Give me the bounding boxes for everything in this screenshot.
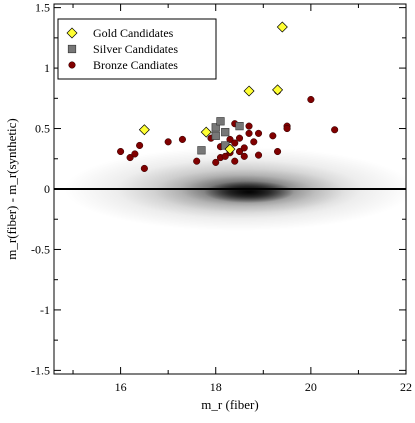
circle-point (254, 151, 263, 159)
diamond-point (276, 21, 288, 33)
circle-point (226, 135, 234, 143)
circle-point (140, 164, 148, 172)
diamond-point (224, 143, 236, 155)
legend-label: Bronze Candiates (93, 58, 178, 72)
diamond-point (243, 85, 255, 97)
circle-point (240, 152, 248, 160)
legend-marker-square (67, 44, 77, 54)
y-tick-label: 0.5 (35, 122, 50, 136)
circle-point (212, 158, 220, 166)
circle-point (245, 122, 253, 130)
y-tick-label: -1.5 (31, 363, 50, 377)
circle-point (254, 129, 263, 137)
circle-point (274, 147, 282, 156)
tick-labels: 16 18 20 22 -1.5 -1 -0.5 0 0.5 1 1.5 (31, 1, 412, 394)
square-point (235, 122, 244, 131)
circle-point (231, 139, 239, 147)
density-core (204, 181, 295, 203)
series-square (197, 117, 244, 155)
square-point (197, 146, 206, 155)
circle-point (136, 141, 144, 150)
y-tick-label: -0.5 (31, 242, 50, 256)
x-tick-label: 22 (400, 380, 412, 394)
circle-point (221, 152, 229, 160)
diamond-point (200, 126, 212, 138)
circle-point (245, 129, 253, 137)
circle-point (250, 138, 258, 146)
diamond-point (272, 84, 284, 96)
plot-frame (53, 3, 407, 375)
y-axis-label: m_r(fiber) - m_r(synthetic) (4, 118, 19, 260)
circle-point (164, 138, 172, 146)
diamond-point (138, 124, 150, 136)
y-tick-label: 0 (44, 182, 50, 196)
x-tick-label: 18 (210, 380, 222, 394)
circle-point (307, 95, 315, 104)
legend-marker-diamond (66, 27, 78, 39)
circle-point (178, 135, 186, 143)
circle-point (117, 147, 125, 156)
legend-marker-circle (68, 61, 76, 69)
x-tick-label: 16 (115, 380, 127, 394)
legend: Gold Candidates Silver Candidates Bronze C… (57, 18, 217, 80)
square-point (216, 117, 225, 126)
legend-box (57, 18, 217, 80)
circle-point (231, 157, 239, 165)
y-tick-label: 1.5 (35, 1, 50, 15)
square-point (211, 123, 220, 132)
y-tick-label: -1 (40, 303, 50, 317)
y-tick-label: 1 (44, 61, 50, 75)
circle-point (235, 134, 244, 142)
circle-point (193, 157, 201, 165)
circle-point (240, 144, 248, 152)
circle-point (331, 126, 339, 134)
series-diamond (138, 21, 288, 155)
x-tick-label: 20 (305, 380, 317, 394)
circle-point (235, 147, 244, 156)
legend-label: Silver Candidates (93, 42, 178, 56)
square-point (211, 131, 220, 140)
square-point (221, 128, 230, 137)
circle-point (283, 124, 291, 133)
data-points (117, 21, 339, 172)
circle-point (126, 154, 134, 162)
x-axis-label: m_r (fiber) (201, 397, 258, 412)
circle-point (131, 150, 139, 158)
circle-point (269, 132, 277, 140)
legend-label: Gold Candidates (93, 26, 174, 40)
